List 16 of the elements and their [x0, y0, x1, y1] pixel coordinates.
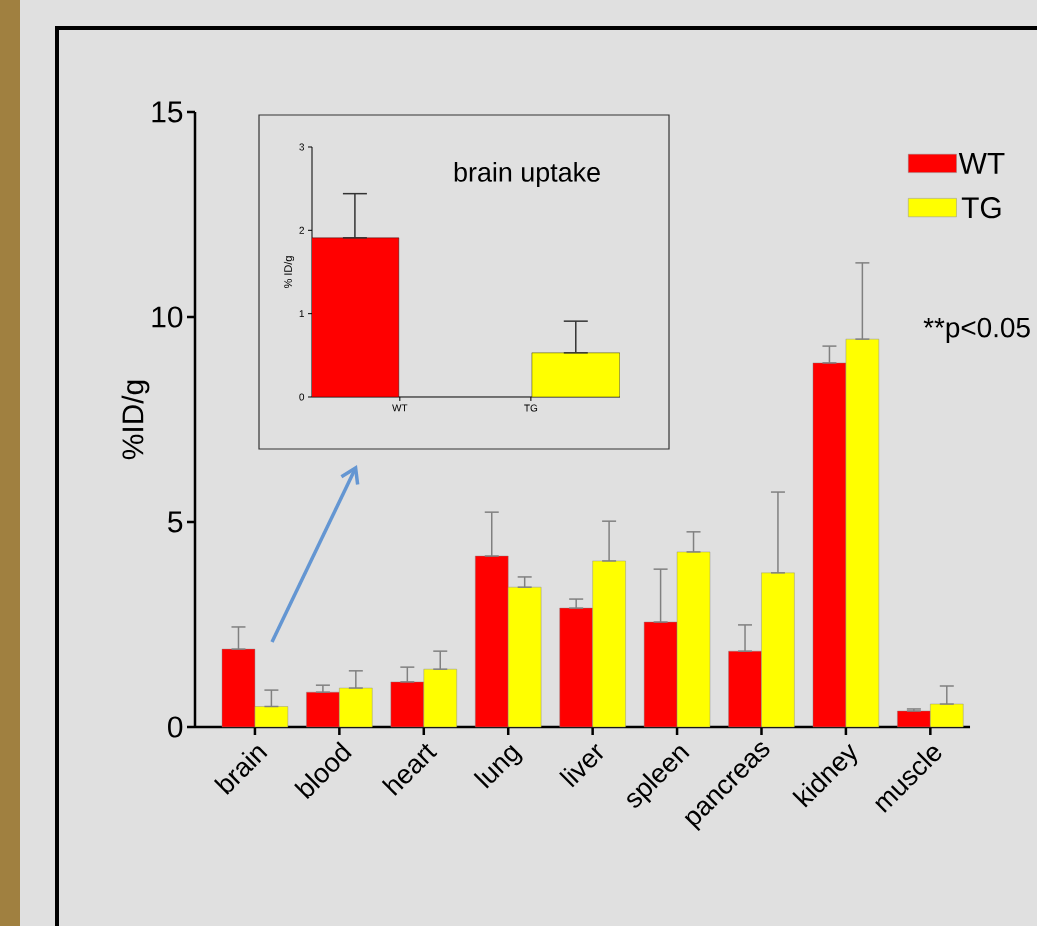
y-axis-title: %ID/g	[121, 380, 150, 460]
legend-label: WT	[958, 153, 1005, 174]
legend-label: TG	[961, 197, 1001, 219]
y-tick-label: 2	[299, 226, 304, 234]
y-tick-label: 0	[299, 393, 305, 401]
x-tick-label: lung	[473, 744, 523, 789]
y-tick-label: 1	[299, 310, 304, 318]
y-tick-label: 3	[299, 143, 305, 151]
y-tick-label: 0	[168, 716, 183, 738]
y-tick-label: 5	[168, 511, 183, 533]
annotation: **p<0.05	[923, 317, 1030, 343]
y-tick-label: 15	[152, 101, 183, 123]
x-tick-label: liver	[559, 743, 604, 788]
y-tick-label: 10	[152, 306, 183, 328]
text: brain uptake	[454, 162, 600, 188]
y-axis-title: % ID/g	[283, 256, 295, 289]
